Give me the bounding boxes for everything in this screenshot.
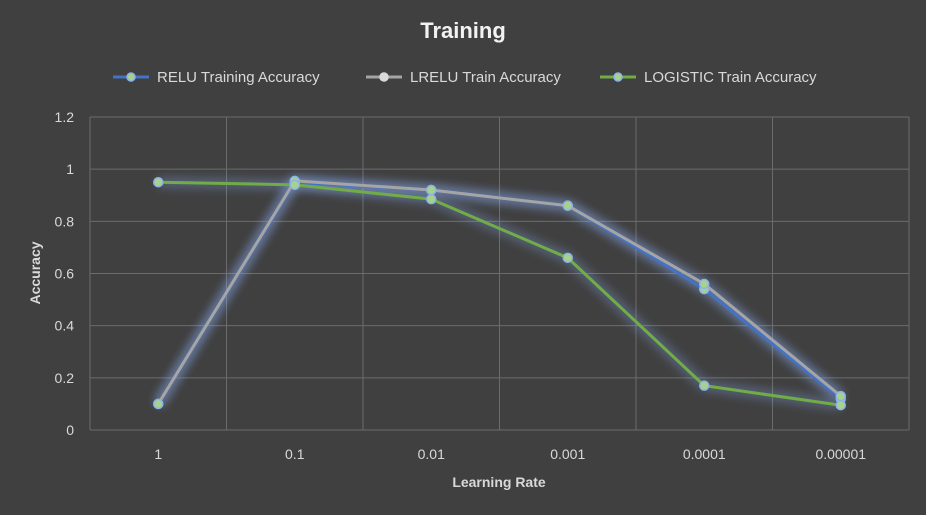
legend-label: RELU Training Accuracy bbox=[157, 69, 320, 86]
y-tick-label: 0.6 bbox=[55, 266, 75, 282]
data-point bbox=[562, 200, 573, 211]
x-tick-label: 0.00001 bbox=[815, 446, 866, 462]
data-point bbox=[835, 399, 846, 411]
legend: RELU Training Accuracy LRELU Train Accura… bbox=[113, 69, 817, 86]
y-tick-label: 0.4 bbox=[55, 318, 75, 334]
series-lines bbox=[156, 179, 842, 407]
data-point bbox=[835, 390, 846, 402]
data-point bbox=[699, 380, 710, 391]
data-point bbox=[153, 398, 164, 410]
y-axis-ticks: 0 0.2 0.4 0.6 0.8 1 1.2 bbox=[55, 109, 75, 438]
legend-marker bbox=[613, 72, 623, 82]
data-point bbox=[699, 278, 710, 290]
x-axis-ticks: 1 0.1 0.01 0.001 0.0001 0.00001 bbox=[154, 446, 866, 462]
x-axis-label: Learning Rate bbox=[452, 474, 546, 490]
legend-marker bbox=[126, 72, 136, 82]
x-tick-label: 0.0001 bbox=[683, 446, 726, 462]
x-tick-label: 0.001 bbox=[550, 446, 585, 462]
legend-label: LOGISTIC Train Accuracy bbox=[644, 69, 817, 86]
data-point bbox=[426, 193, 437, 205]
series-line bbox=[156, 179, 842, 405]
data-point bbox=[153, 176, 164, 188]
legend-label: LRELU Train Accuracy bbox=[410, 69, 561, 86]
data-point bbox=[289, 179, 300, 191]
series-line bbox=[158, 180, 841, 407]
y-tick-label: 1.2 bbox=[55, 109, 75, 125]
x-tick-label: 0.01 bbox=[418, 446, 445, 462]
legend-marker bbox=[379, 72, 389, 82]
y-tick-label: 1 bbox=[66, 161, 74, 177]
series-points bbox=[153, 175, 846, 411]
y-axis-label: Accuracy bbox=[27, 241, 43, 304]
y-tick-label: 0.2 bbox=[55, 370, 75, 386]
chart-title: Training bbox=[420, 18, 506, 43]
grid bbox=[89, 116, 910, 431]
y-tick-label: 0.8 bbox=[55, 213, 75, 229]
x-tick-label: 1 bbox=[154, 446, 162, 462]
x-tick-label: 0.1 bbox=[285, 446, 305, 462]
y-tick-label: 0 bbox=[66, 422, 74, 438]
data-point bbox=[426, 184, 437, 196]
data-point bbox=[562, 252, 573, 264]
